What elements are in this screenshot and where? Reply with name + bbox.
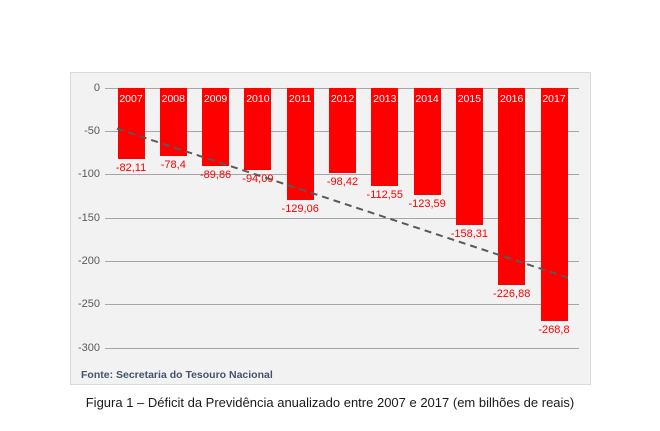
bar-year-label: 2016 xyxy=(500,93,524,105)
bar-value-label: -129,06 xyxy=(281,202,319,215)
deficit-bar: 2014 xyxy=(413,88,441,196)
bar-year-label: 2007 xyxy=(119,93,143,105)
deficit-bar: 2015 xyxy=(455,88,483,226)
bar-year-label: 2011 xyxy=(288,93,312,105)
deficit-bar: 2012 xyxy=(329,88,356,174)
y-axis-tick-label: -250 xyxy=(77,298,100,311)
bar-value-label: -268,8 xyxy=(538,323,570,336)
bar-value-label: -94,09 xyxy=(242,172,274,185)
y-axis-tick-label: -150 xyxy=(77,211,100,224)
bar-value-label: -158,31 xyxy=(450,228,489,241)
bar-year-label: 2008 xyxy=(161,93,185,105)
figure-panel: 0 -50 -100 -150 -200 -250 -300 2007 -82,11 2008 -7… xyxy=(70,72,591,385)
bar-value-label: -98,42 xyxy=(326,176,359,189)
gridline xyxy=(105,304,579,306)
bar-year-label: 2017 xyxy=(542,93,566,105)
bar-year-label: 2012 xyxy=(330,93,355,105)
deficit-bar: 2009 xyxy=(202,88,230,166)
deficit-bar: 2017 xyxy=(540,88,568,321)
y-axis-tick-label: 0 xyxy=(93,81,100,94)
deficit-bar: 2016 xyxy=(498,88,526,285)
bar-year-label: 2010 xyxy=(246,93,270,105)
deficit-bar: 2010 xyxy=(244,88,272,170)
bar-year-label: 2013 xyxy=(373,93,397,105)
bar-year-label: 2014 xyxy=(415,93,439,105)
source-note: Fonte: Secretaria do Tesouro Nacional xyxy=(81,369,273,381)
y-axis-tick-label: -200 xyxy=(77,254,100,267)
gridline xyxy=(105,347,579,349)
bar-value-label: -123,59 xyxy=(408,198,446,211)
bar-year-label: 2009 xyxy=(203,93,228,105)
deficit-bar: 2013 xyxy=(371,88,399,186)
y-axis-tick-label: -50 xyxy=(84,124,100,137)
y-axis-tick-label: -300 xyxy=(77,341,100,354)
figure-caption: Figura 1 – Déficit da Previdência anuali… xyxy=(85,395,575,410)
bar-value-label: -226,88 xyxy=(493,287,531,300)
deficit-bar: 2008 xyxy=(159,88,187,156)
deficit-bar: 2007 xyxy=(117,88,145,160)
bar-year-label: 2015 xyxy=(457,93,482,105)
y-axis-tick-label: -100 xyxy=(77,168,100,181)
